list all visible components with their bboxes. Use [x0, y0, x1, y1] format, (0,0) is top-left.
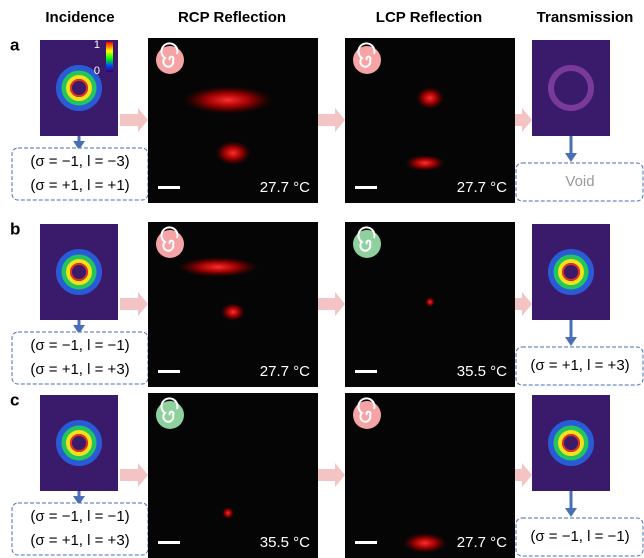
beam-ring	[548, 249, 594, 295]
transmission-state: Void	[565, 173, 594, 190]
temperature: 35.5 °C	[457, 363, 507, 380]
beam-ring	[558, 430, 584, 456]
transmission-state: (σ = −1, l = −1)	[530, 528, 629, 545]
beam-ring	[562, 434, 580, 452]
scale-bar	[355, 186, 377, 189]
beam-ring	[66, 430, 92, 456]
reflection-spot	[221, 303, 245, 321]
handedness-spiral	[160, 42, 179, 68]
colorbar-label: 1	[94, 39, 100, 51]
flow-arrow	[318, 292, 345, 316]
incidence-image	[40, 395, 118, 491]
beam-ring	[61, 254, 97, 290]
polarization-state: (σ = +1, l = +1)	[30, 177, 129, 194]
scale-bar	[355, 541, 377, 544]
beam-ring	[558, 259, 584, 285]
beam-ring	[553, 425, 589, 461]
scale-bar	[355, 370, 377, 373]
handedness-spiral	[160, 226, 179, 252]
column-header: Incidence	[45, 9, 114, 26]
transmission-box	[515, 162, 644, 202]
down-arrow-head	[73, 141, 85, 150]
reflection-spot	[405, 155, 445, 171]
beam-ring	[553, 254, 589, 290]
handedness-spiral	[357, 397, 376, 423]
column-header: Transmission	[537, 9, 634, 26]
beam-ring	[56, 65, 102, 111]
column-header: RCP Reflection	[178, 9, 286, 26]
down-arrow-head	[565, 337, 577, 346]
reflection-spot	[425, 297, 435, 307]
beam-ring	[61, 70, 97, 106]
temperature: 27.7 °C	[457, 179, 507, 196]
reflection-spot	[403, 533, 447, 553]
beam-ring	[562, 263, 580, 281]
down-arrow-head	[565, 153, 577, 162]
polarization-state: (σ = −1, l = −1)	[30, 508, 129, 525]
handedness-spiral	[357, 226, 376, 252]
row-label: c	[10, 390, 19, 409]
beam-ring	[66, 75, 92, 101]
transmission-state: (σ = +1, l = +3)	[530, 357, 629, 374]
down-arrow-head	[565, 508, 577, 517]
flow-arrow	[515, 292, 532, 316]
polarization-state: (σ = −1, l = −3)	[30, 153, 129, 170]
beam-ring	[70, 263, 88, 281]
beam-ring	[61, 425, 97, 461]
colorbar-label: 0	[94, 65, 100, 77]
transmission-box	[515, 346, 644, 386]
beam-ring	[70, 79, 88, 97]
flow-arrow	[515, 463, 532, 487]
reflection-spot	[222, 507, 234, 519]
reflection-spot	[183, 86, 273, 114]
beam-ring	[548, 65, 594, 111]
polarization-state: (σ = +1, l = +3)	[30, 361, 129, 378]
handedness-spiral	[160, 397, 179, 423]
row-label: b	[10, 219, 20, 238]
row-label: a	[10, 35, 20, 54]
flow-arrow	[515, 108, 532, 132]
flow-arrow	[120, 292, 148, 316]
transmission-image	[532, 40, 610, 136]
scale-bar	[158, 186, 180, 189]
down-arrow-head	[73, 325, 85, 334]
temperature: 35.5 °C	[260, 534, 310, 551]
incidence-image	[40, 40, 118, 136]
scale-bar	[158, 541, 180, 544]
polarization-state: (σ = −1, l = −1)	[30, 337, 129, 354]
temperature: 27.7 °C	[260, 179, 310, 196]
flow-arrow	[120, 463, 148, 487]
colorbar	[106, 42, 113, 72]
beam-ring	[66, 259, 92, 285]
transmission-image	[532, 224, 610, 320]
beam-ring	[56, 249, 102, 295]
beam-ring	[70, 434, 88, 452]
beam-ring	[56, 420, 102, 466]
scale-bar	[158, 370, 180, 373]
flow-arrow	[318, 463, 345, 487]
flow-arrow	[120, 108, 148, 132]
incidence-image	[40, 224, 118, 320]
flow-arrow	[318, 108, 345, 132]
reflection-spot	[215, 141, 251, 165]
beam-ring	[548, 420, 594, 466]
polarization-state: (σ = +1, l = +3)	[30, 532, 129, 549]
reflection-spot	[416, 87, 444, 109]
temperature: 27.7 °C	[457, 534, 507, 551]
transmission-image	[532, 395, 610, 491]
handedness-spiral	[357, 42, 376, 68]
down-arrow-head	[73, 496, 85, 505]
transmission-box	[515, 517, 644, 557]
temperature: 27.7 °C	[260, 363, 310, 380]
column-header: LCP Reflection	[376, 9, 482, 26]
reflection-spot	[178, 257, 258, 277]
